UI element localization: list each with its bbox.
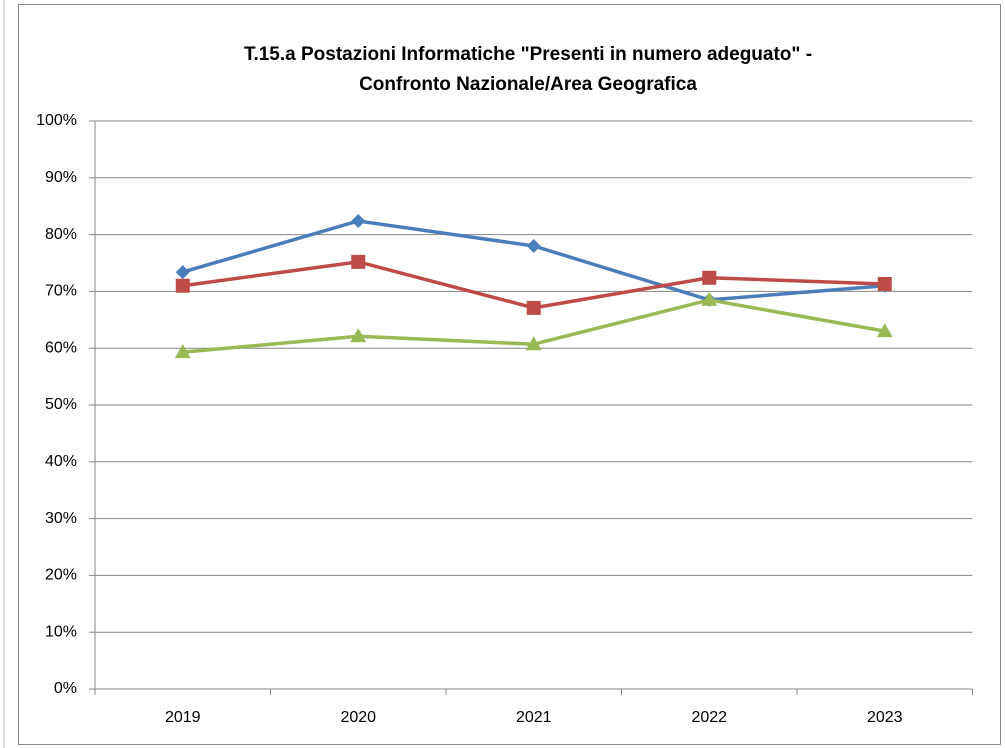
marker <box>526 300 541 315</box>
y-tick-label: 90% <box>45 169 77 186</box>
chart-title: Confronto Nazionale/Area Geografica <box>359 74 697 95</box>
y-tick-label: 60% <box>45 339 77 356</box>
marker <box>175 278 190 293</box>
y-tick-label: 80% <box>45 226 77 243</box>
y-tick-label: 100% <box>36 112 77 129</box>
chart-frame <box>18 4 1001 745</box>
marker <box>350 328 367 343</box>
marker <box>351 254 366 269</box>
marker <box>701 291 718 306</box>
y-tick-label: 20% <box>45 567 77 584</box>
y-tick-label: 0% <box>54 680 77 697</box>
y-tick-label: 40% <box>45 453 77 470</box>
x-tick-label: 2020 <box>340 709 376 726</box>
marker <box>174 344 191 359</box>
marker <box>525 336 542 351</box>
y-tick-label: 30% <box>45 510 77 527</box>
x-tick-label: 2019 <box>165 709 201 726</box>
chart-title: T.15.a Postazioni Informatiche "Presenti… <box>244 44 812 65</box>
marker <box>702 270 717 285</box>
y-tick-label: 70% <box>45 283 77 300</box>
y-tick-label: 50% <box>45 396 77 413</box>
marker <box>175 265 190 280</box>
marker <box>351 213 366 228</box>
marker <box>526 238 541 253</box>
x-tick-label: 2023 <box>867 709 903 726</box>
x-tick-label: 2022 <box>691 709 727 726</box>
marker <box>877 277 892 292</box>
x-tick-label: 2021 <box>516 709 552 726</box>
marker <box>876 323 893 338</box>
y-tick-label: 10% <box>45 623 77 640</box>
